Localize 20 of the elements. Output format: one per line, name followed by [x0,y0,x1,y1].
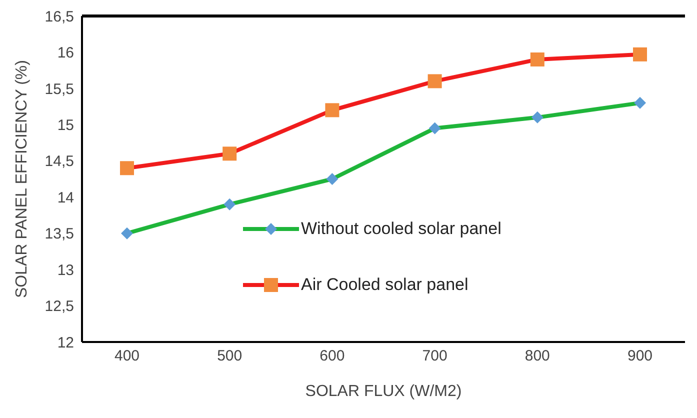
y-tick-label: 14,5 [44,153,74,170]
x-axis-title: SOLAR FLUX (W/M2) [305,383,462,400]
x-tick-label: 800 [524,348,550,365]
y-tick-label: 15,5 [44,80,74,98]
x-tick-label: 600 [320,348,345,365]
y-tick-label: 13,5 [44,226,74,243]
y-tick-label: 16,5 [44,8,74,26]
y-tick-label: 16 [57,44,74,62]
x-tick-label: 700 [422,348,448,365]
y-tick-label: 12 [57,334,74,352]
x-tick-label: 500 [217,348,242,365]
y-tick-label: 15 [57,116,74,134]
y-tick-label: 14 [57,189,74,206]
y-tick-label: 13 [57,262,74,279]
x-tick-label: 400 [114,348,140,365]
x-tick-label: 900 [627,348,653,365]
legend-label: Air Cooled solar panel [301,275,468,295]
y-tick-label: 12,5 [44,298,74,316]
legend-label: Without cooled solar panel [301,219,502,239]
y-axis-title: SOLAR PANEL EFFICIENCY (%) [14,60,30,298]
